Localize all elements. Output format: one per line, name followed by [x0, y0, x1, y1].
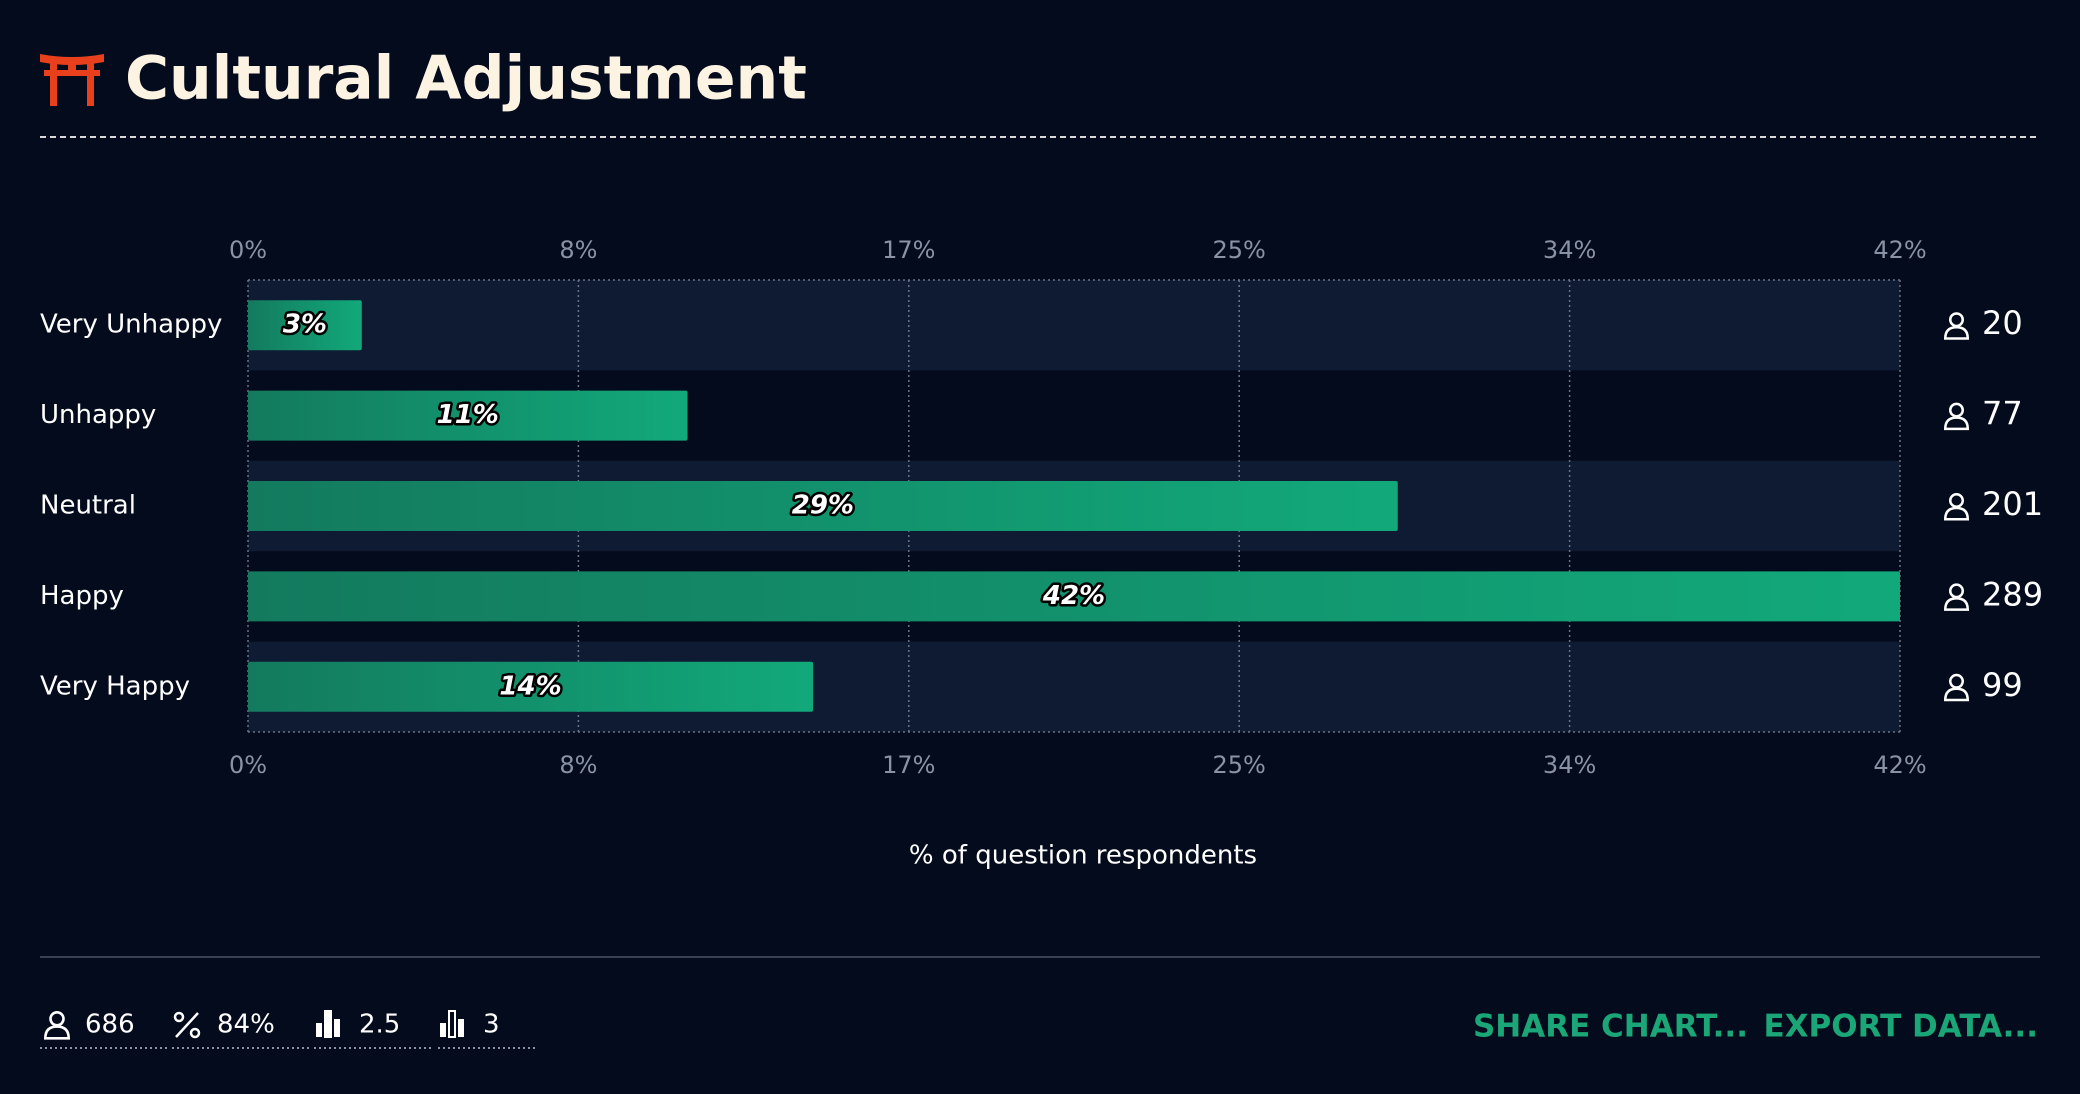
icon-bar	[440, 1023, 446, 1037]
category-label: Very Happy	[40, 671, 190, 701]
stat-icon	[43, 1011, 71, 1040]
value-label: 29%	[792, 491, 854, 521]
x-tick-label: 0%	[229, 751, 267, 779]
bar	[248, 390, 688, 441]
bar	[248, 571, 1900, 622]
category-label: Very Unhappy	[40, 310, 222, 340]
icon-head	[49, 1011, 65, 1027]
row-band	[248, 280, 1900, 371]
category-label: Happy	[40, 581, 124, 611]
export-button[interactable]: EXPORT DATA...	[1763, 1009, 2038, 1045]
x-tick-label: 0%	[229, 236, 267, 264]
icon-head	[1949, 312, 1964, 328]
icon-bar	[334, 1019, 340, 1037]
icon-head	[1949, 673, 1964, 689]
x-tick-label: 42%	[1873, 751, 1926, 779]
torii-icon	[40, 54, 104, 106]
icon-body	[1943, 325, 1970, 340]
icon-body	[1943, 506, 1970, 521]
bar	[248, 661, 814, 712]
respondent-icon	[1943, 493, 1970, 521]
respondent-count: 201	[1982, 485, 2043, 523]
icon-head	[1949, 583, 1964, 599]
respondent-icon	[1943, 312, 1970, 340]
respondent-count: 77	[1982, 395, 2023, 433]
value-label: 3%	[283, 310, 327, 340]
icon-head	[1949, 402, 1964, 418]
x-tick-label: 25%	[1213, 751, 1266, 779]
stat-icon	[440, 1010, 464, 1038]
bar	[248, 300, 362, 351]
icon-dot	[189, 1027, 201, 1039]
icon-bar	[316, 1023, 322, 1037]
bar	[248, 481, 1398, 531]
footer-stat: 84%	[217, 1010, 275, 1040]
x-tick-label: 42%	[1873, 236, 1926, 264]
footer-stat: 686	[85, 1010, 135, 1040]
icon-bar	[324, 1010, 332, 1038]
icon-head	[1949, 493, 1964, 508]
icon-body	[1943, 597, 1970, 611]
icon-body	[1943, 416, 1970, 431]
x-tick-label: 34%	[1543, 236, 1596, 264]
respondent-icon	[1943, 402, 1970, 431]
respondent-count: 289	[1982, 575, 2043, 613]
category-label: Unhappy	[40, 400, 156, 430]
respondent-count: 99	[1982, 666, 2023, 704]
respondent-icon	[1943, 673, 1970, 702]
icon-dot	[173, 1011, 185, 1023]
footer-stat: 2.5	[359, 1010, 400, 1040]
x-tick-label: 17%	[882, 236, 935, 264]
share-button[interactable]: SHARE CHART...	[1473, 1009, 1748, 1045]
category-label: Neutral	[40, 491, 136, 521]
x-tick-label: 25%	[1213, 236, 1266, 264]
x-tick-label: 8%	[559, 751, 597, 779]
x-axis-title: % of question respondents	[909, 841, 1257, 871]
icon-bar	[458, 1019, 464, 1037]
stat-icon	[173, 1011, 201, 1039]
value-label: 11%	[437, 400, 499, 430]
value-label: 14%	[499, 671, 561, 701]
respondent-count: 20	[1982, 304, 2023, 342]
icon-body	[1943, 687, 1970, 702]
icon-slash	[175, 1012, 199, 1038]
stat-icon	[316, 1010, 340, 1038]
x-tick-label: 17%	[882, 751, 935, 779]
x-tick-label: 8%	[559, 236, 597, 264]
icon-bar	[448, 1010, 456, 1038]
title: Cultural Adjustment	[125, 44, 807, 114]
value-label: 42%	[1042, 581, 1105, 611]
icon-body	[43, 1025, 71, 1040]
footer-stat: 3	[483, 1010, 500, 1040]
respondent-icon	[1943, 583, 1970, 611]
x-tick-label: 34%	[1543, 751, 1596, 779]
